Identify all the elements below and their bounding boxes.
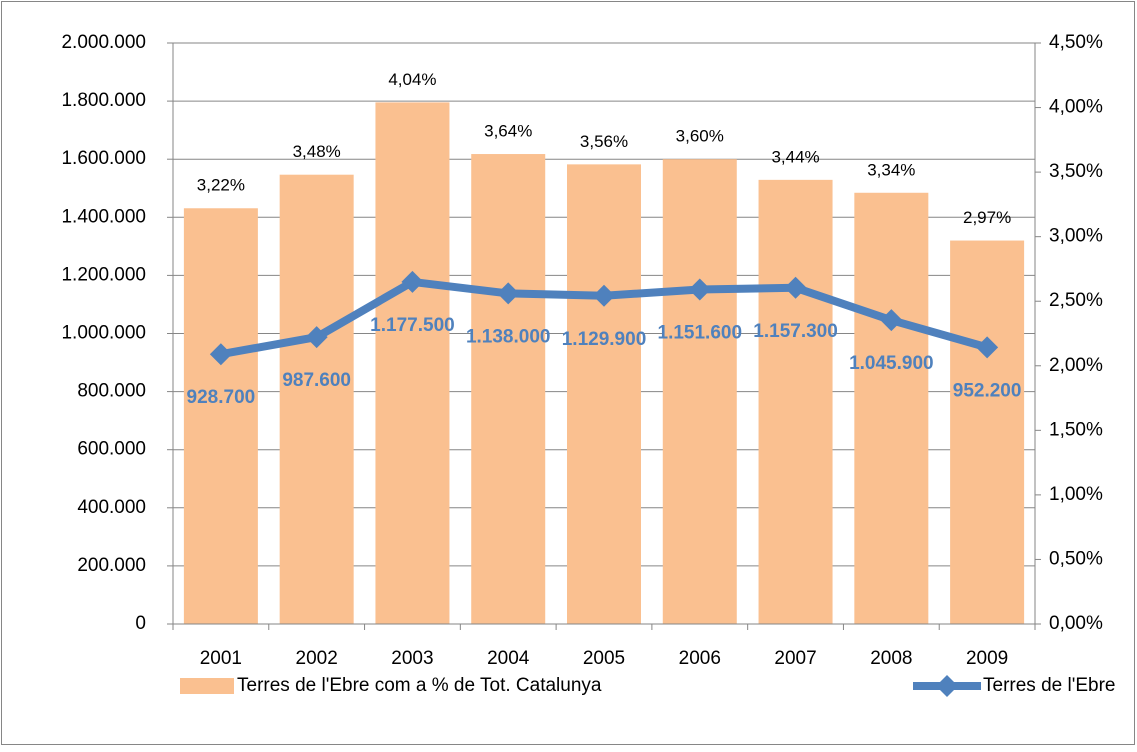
y2-tick-label: 4,50% — [1049, 32, 1103, 53]
legend-marker — [936, 675, 958, 697]
bar — [758, 179, 833, 624]
y-tick-label: 200.000 — [77, 555, 146, 576]
marker — [976, 336, 999, 359]
marker — [880, 309, 903, 332]
x-tick-label: 2006 — [679, 648, 721, 669]
bar — [279, 174, 354, 624]
bar — [375, 102, 450, 624]
y2-tick-label: 3,00% — [1049, 226, 1103, 247]
marker — [401, 270, 424, 293]
line-value-label: 987.600 — [282, 370, 351, 391]
y2-tick-label: 4,00% — [1049, 97, 1103, 118]
x-tick-label: 2009 — [966, 648, 1008, 669]
y2-tick-label: 0,50% — [1049, 548, 1103, 569]
line-value-label: 1.045.900 — [849, 353, 934, 374]
bar-value-label: 3,56% — [580, 132, 628, 151]
bar-value-label: 3,60% — [676, 127, 724, 146]
line-value-label: 1.177.500 — [370, 315, 455, 336]
x-tick-label: 2007 — [774, 648, 816, 669]
x-tick-label: 2001 — [200, 648, 242, 669]
x-tick-label: 2005 — [583, 648, 625, 669]
bar — [854, 192, 929, 624]
y2-tick-label: 1,50% — [1049, 419, 1103, 440]
bar — [183, 208, 258, 625]
bar-value-label: 3,34% — [867, 160, 915, 179]
y2-tick-label: 3,50% — [1049, 161, 1103, 182]
y-tick-label: 1.000.000 — [61, 323, 146, 344]
line-value-label: 952.200 — [953, 380, 1022, 401]
y-tick-label: 1.400.000 — [61, 206, 146, 227]
bar — [567, 164, 641, 624]
line-value-label: 1.157.300 — [753, 321, 838, 342]
y-tick-label: 1.800.000 — [61, 90, 146, 111]
bar — [471, 154, 546, 624]
marker — [497, 282, 520, 305]
bar-value-label: 3,44% — [771, 147, 819, 166]
bar-value-label: 3,22% — [197, 176, 245, 195]
y2-tick-label: 2,50% — [1049, 290, 1103, 311]
line-value-label: 928.700 — [187, 387, 256, 408]
y-tick-label: 1.600.000 — [61, 148, 146, 169]
marker — [784, 276, 807, 299]
y2-tick-label: 2,00% — [1049, 355, 1103, 376]
bar-value-label: 3,64% — [484, 122, 532, 141]
y-tick-label: 800.000 — [77, 381, 146, 402]
y-tick-label: 0 — [135, 613, 146, 634]
legend-label: Terres de l'Ebre — [983, 675, 1115, 696]
legend-swatch — [180, 678, 234, 694]
bar-value-label: 4,04% — [388, 70, 436, 89]
x-tick-label: 2003 — [391, 648, 433, 669]
line-value-label: 1.138.000 — [466, 326, 551, 347]
legend-label: Terres de l'Ebre com a % de Tot. Catalun… — [237, 675, 602, 696]
bar-value-label: 2,97% — [963, 208, 1011, 227]
bar — [950, 240, 1025, 625]
y-tick-label: 600.000 — [77, 439, 146, 460]
y-tick-label: 2.000.000 — [61, 32, 146, 53]
marker — [305, 326, 328, 349]
x-tick-label: 2002 — [296, 648, 338, 669]
line-value-label: 1.129.900 — [562, 329, 647, 350]
marker — [593, 284, 615, 307]
bar — [662, 159, 737, 624]
x-tick-label: 2008 — [870, 648, 912, 669]
y2-tick-label: 1,00% — [1049, 484, 1103, 505]
line-value-label: 1.151.600 — [658, 322, 743, 343]
x-tick-label: 2004 — [487, 648, 530, 669]
y2-tick-label: 0,00% — [1049, 613, 1103, 634]
y-tick-label: 1.200.000 — [61, 264, 146, 285]
marker — [209, 343, 232, 366]
y-tick-label: 400.000 — [77, 497, 146, 518]
bar-value-label: 3,48% — [293, 142, 341, 161]
marker — [688, 278, 711, 301]
